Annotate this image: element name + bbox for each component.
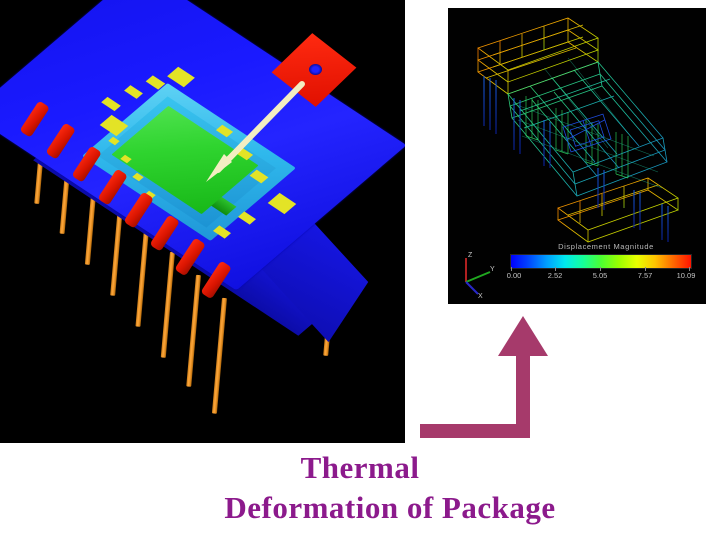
colorbar-tick-label: 10.09 xyxy=(676,271,696,280)
colorbar-tick xyxy=(645,267,646,271)
axis-triad-icon: Z Y X xyxy=(465,252,495,298)
colorbar-tick xyxy=(511,267,512,271)
flow-arrow-icon xyxy=(420,316,548,438)
package-pin xyxy=(211,297,227,414)
svg-text:Z: Z xyxy=(468,252,473,259)
colorbar-tick-label: 7.57 xyxy=(637,271,653,280)
chip-inset-core xyxy=(309,64,322,75)
colorbar-tick-label: 0.00 xyxy=(506,271,522,280)
solid-package-render xyxy=(0,0,405,443)
colorbar-tick-label: 5.05 xyxy=(592,271,608,280)
package-pin xyxy=(110,205,123,296)
colorbar-tick xyxy=(555,267,556,271)
caption-line-2: Deformation of Package xyxy=(224,490,556,525)
deformation-wireframe xyxy=(477,17,679,243)
colorbar-title: Displacement Magnitude xyxy=(558,242,654,251)
colorbar-gradient xyxy=(510,254,692,269)
colorbar-tick xyxy=(600,267,601,271)
svg-text:Y: Y xyxy=(490,266,495,273)
package-pin xyxy=(186,274,201,387)
svg-text:X: X xyxy=(478,293,483,298)
package-pin xyxy=(135,228,149,327)
colorbar-legend: Displacement Magnitude 0.00 2.52 5.05 7.… xyxy=(448,240,706,300)
colorbar-tick-label: 2.52 xyxy=(547,271,563,280)
figure-caption: Thermal Deformation of Package xyxy=(0,448,720,528)
caption-line-1: Thermal xyxy=(300,450,420,485)
colorbar-tick xyxy=(689,267,690,271)
callout-arrow-icon xyxy=(206,81,305,182)
package-pin xyxy=(160,251,175,358)
fea-deformation-mesh: Z Y X Displacement Magnitude 0.00 2.52 5… xyxy=(448,8,706,304)
